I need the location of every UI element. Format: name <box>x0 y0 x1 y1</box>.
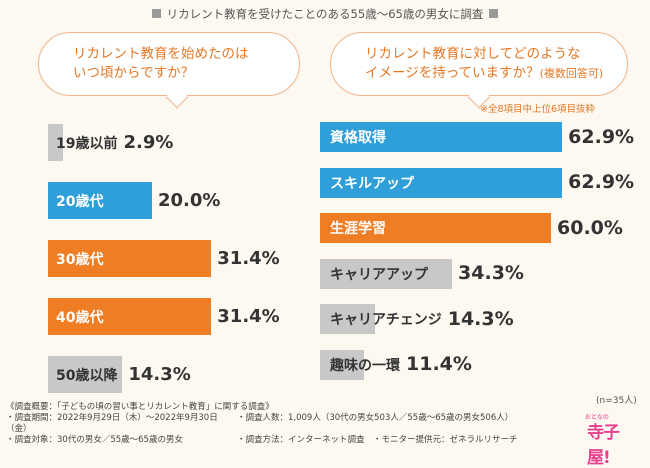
bar-1-1: スキルアップ <box>320 167 563 198</box>
bar-1-5: 趣味の一環 <box>320 349 400 380</box>
left-question-line2: いつ頃からですか？ <box>73 65 195 81</box>
items-note: ※全8項目中上位6項目抜粋 <box>480 104 596 115</box>
left-question-bubble: リカレント教育を始めたのは いつ頃からですか？ <box>38 32 300 109</box>
left-question-line1: リカレント教育を始めたのは <box>73 46 249 62</box>
footer-target: ・調査対象：30代の男女／55歳～65歳の男女 <box>6 435 183 445</box>
bar-1-3: キャリアアップ <box>320 258 453 289</box>
terakoya-logo: おとなの 寺子屋! <box>585 414 641 468</box>
bar-label: スキルアップ <box>330 175 414 192</box>
bar-value: 31.4% <box>217 305 280 327</box>
bar-0-3: 40歳代 <box>48 298 212 335</box>
bar-value: 14.3% <box>447 307 514 330</box>
bar-1-0: 資格取得 <box>320 122 563 152</box>
footer-count: ・調査人数：1,009人（30代の男女503人／55歳～65歳の男女506人） <box>237 413 514 423</box>
footer-method: ・調査方法：インターネット調査 ・モニター提供元：ゼネラルリサーチ <box>237 435 518 445</box>
bar-label: 資格取得 <box>330 130 386 146</box>
right-question-line1: リカレント教育に対してどのような <box>365 46 581 62</box>
square-icon <box>151 9 161 18</box>
bar-0-4: 50歳以降 <box>48 356 123 393</box>
bar-value: 31.4% <box>217 247 280 269</box>
bar-value: 2.9% <box>123 131 174 153</box>
bar-label: 生涯学習 <box>330 221 386 237</box>
bar-label: 20歳代 <box>56 193 104 210</box>
right-question-line2: イメージを持っていますか？ <box>365 65 540 81</box>
bar-value: 62.9% <box>568 171 635 194</box>
bar-label: キャリアチェンジ <box>330 312 442 328</box>
logo-main: 寺子屋! <box>587 423 620 468</box>
bar-value: 60.0% <box>557 216 623 239</box>
footer-title: 《調査概要：「子どもの頃の習い事とリカレント教育」に関する調査》 <box>6 402 274 412</box>
logo-sub: おとなの <box>585 414 609 421</box>
footer-period: ・調査期間：2022年9月29日（木）～2022年9月30日（金） <box>6 413 218 434</box>
survey-footer: 《調査概要：「子どもの頃の習い事とリカレント教育」に関する調査》 ・調査期間：2… <box>6 402 518 446</box>
bar-0-0: 19歳以前 <box>48 124 117 161</box>
bar-value: 34.3% <box>458 262 524 285</box>
survey-header: リカレント教育を受けたことのある55歳～65歳の男女に調査 <box>0 6 650 22</box>
bar-label: 40歳代 <box>56 309 104 326</box>
right-question-bubble: リカレント教育に対してどのような イメージを持っていますか？(複数回答可) <box>330 32 628 109</box>
bar-0-2: 30歳代 <box>48 240 212 277</box>
bar-1-4: キャリアチェンジ <box>320 304 442 334</box>
bar-value: 20.0% <box>158 189 221 211</box>
bar-label: 30歳代 <box>56 251 104 268</box>
bar-value: 11.4% <box>406 353 472 376</box>
bar-label: 趣味の一環 <box>330 357 400 374</box>
bar-label: 50歳以降 <box>56 367 118 384</box>
bar-1-2: 生涯学習 <box>320 213 551 243</box>
bar-0-1: 20歳代 <box>48 182 152 219</box>
bar-label: 19歳以前 <box>56 135 118 152</box>
right-question-suffix: (複数回答可) <box>539 67 604 80</box>
bar-label: キャリアアップ <box>330 266 428 283</box>
bar-value: 62.9% <box>568 125 635 148</box>
bar-value: 14.3% <box>128 363 191 385</box>
survey-header-text: リカレント教育を受けたことのある55歳～65歳の男女に調査 <box>166 7 484 21</box>
square-icon <box>489 9 499 18</box>
sample-size-note: (n=35人) <box>596 396 637 406</box>
